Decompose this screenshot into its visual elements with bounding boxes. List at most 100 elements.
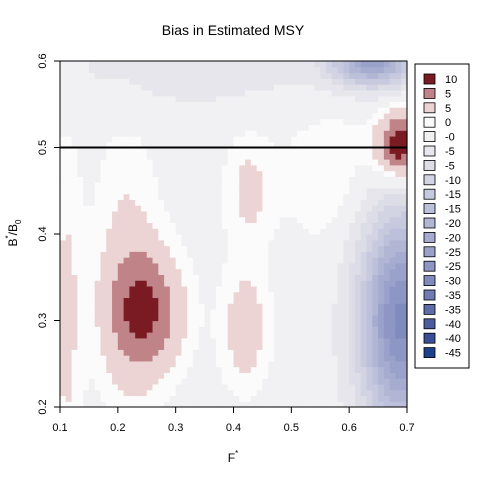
heatmap-cell (146, 170, 154, 177)
y-axis-label-superscript: * (4, 235, 13, 238)
heatmap-cell (83, 326, 90, 333)
heatmap-cell (198, 205, 206, 212)
heatmap-cell (395, 61, 402, 68)
heatmap-cell (285, 78, 292, 85)
heatmap-cell (227, 176, 235, 183)
heatmap-cell (152, 285, 159, 293)
heatmap-cell (383, 383, 391, 391)
heatmap-cell (129, 187, 136, 195)
heatmap-cell (164, 285, 171, 293)
heatmap-cell (268, 141, 275, 149)
heatmap-cell (140, 234, 148, 241)
heatmap-cell (314, 239, 321, 247)
heatmap-cell (314, 210, 321, 218)
heatmap-cell (123, 78, 130, 85)
heatmap-cell (140, 124, 148, 131)
heatmap-cell (210, 130, 217, 137)
heatmap-cell (239, 251, 246, 258)
heatmap-cell (216, 378, 223, 385)
heatmap-cell (389, 257, 397, 264)
heatmap-cell (285, 187, 292, 195)
heatmap-cell (343, 337, 350, 345)
heatmap-cell (204, 297, 211, 304)
heatmap-cell (308, 222, 316, 229)
heatmap-cell (88, 101, 96, 108)
heatmap-cell (383, 343, 391, 350)
heatmap-cell (164, 89, 171, 97)
heatmap-cell (210, 78, 217, 85)
heatmap-cell (169, 389, 177, 397)
heatmap-cell (135, 107, 142, 114)
heatmap-cell (83, 343, 90, 350)
y-axis-label-subscript: 0 (14, 219, 23, 224)
heatmap-cell (216, 61, 223, 68)
heatmap-cell (250, 72, 258, 79)
heatmap-cell (117, 199, 125, 206)
heatmap-cell (285, 182, 292, 189)
heatmap-cell (279, 285, 287, 293)
heatmap-cell (123, 107, 130, 114)
heatmap-cell (337, 308, 344, 316)
heatmap-cell (123, 118, 130, 126)
heatmap-cell (135, 216, 142, 224)
heatmap-cell (366, 349, 373, 356)
heatmap-cell (94, 176, 102, 183)
heatmap-cell (314, 395, 321, 402)
heatmap-cell (60, 268, 67, 275)
heatmap-cell (77, 61, 84, 68)
heatmap-cell (354, 61, 362, 68)
heatmap-cell (401, 326, 408, 333)
heatmap-cell (366, 257, 373, 264)
heatmap-cell (395, 239, 402, 247)
heatmap-cell (175, 280, 183, 287)
heatmap-cell (349, 159, 356, 166)
heatmap-cell (297, 262, 304, 270)
heatmap-cell (198, 245, 206, 252)
heatmap-cell (158, 280, 165, 287)
heatmap-cell (158, 251, 165, 258)
heatmap-cell (181, 268, 188, 275)
heatmap-cell (198, 314, 206, 322)
heatmap-cell (273, 193, 281, 200)
heatmap-cell (395, 153, 402, 160)
heatmap-cell (210, 326, 217, 333)
heatmap-cell (123, 378, 130, 385)
heatmap-cell (77, 257, 84, 264)
heatmap-cell (291, 159, 298, 166)
heatmap-cell (140, 101, 148, 108)
heatmap-cell (146, 61, 154, 68)
heatmap-cell (175, 291, 183, 299)
heatmap-cell (366, 84, 373, 91)
heatmap-cell (268, 257, 275, 264)
heatmap-cell (152, 199, 159, 206)
heatmap-cell (152, 291, 159, 299)
heatmap-cell (256, 84, 264, 91)
heatmap-cell (94, 222, 102, 229)
heatmap-cell (250, 222, 258, 229)
heatmap-cell (383, 251, 391, 258)
heatmap-cell (60, 320, 67, 327)
heatmap-cell (314, 262, 321, 270)
heatmap-cell (129, 182, 136, 189)
heatmap-cell (181, 222, 188, 229)
heatmap-cell (331, 372, 339, 379)
heatmap-cell (187, 297, 194, 304)
heatmap-cell (314, 112, 321, 120)
heatmap-cell (314, 164, 321, 172)
heatmap-cell (308, 360, 316, 368)
heatmap-cell (279, 72, 287, 79)
heatmap-cell (389, 147, 397, 154)
heatmap-cell (245, 366, 252, 373)
heatmap-cell (285, 199, 292, 206)
heatmap-cell (158, 222, 165, 229)
heatmap-cell (146, 366, 154, 373)
heatmap-cell (326, 176, 333, 183)
heatmap-cell (210, 228, 217, 235)
heatmap-cell (193, 147, 200, 154)
legend-label: -15 (445, 189, 461, 201)
heatmap-cell (233, 234, 240, 241)
heatmap-cell (395, 159, 402, 166)
heatmap-cell (268, 78, 275, 85)
heatmap-cell (181, 153, 188, 160)
heatmap-cell (239, 222, 246, 229)
